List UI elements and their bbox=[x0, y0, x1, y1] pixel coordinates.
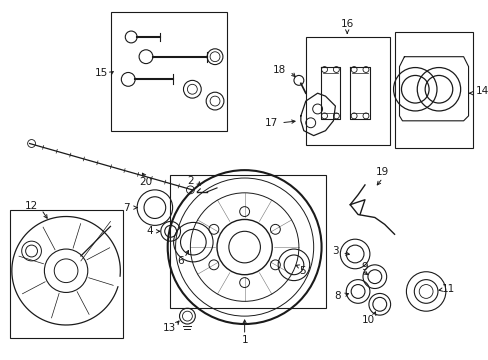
Text: 14: 14 bbox=[474, 86, 488, 96]
Text: 4: 4 bbox=[146, 226, 153, 236]
Text: 7: 7 bbox=[122, 203, 129, 213]
Text: 16: 16 bbox=[340, 19, 353, 29]
Bar bbox=[10, 210, 123, 338]
Text: 10: 10 bbox=[361, 315, 374, 325]
Text: 9: 9 bbox=[361, 262, 367, 272]
Text: 1: 1 bbox=[241, 335, 247, 345]
Text: 20: 20 bbox=[139, 177, 152, 187]
Text: 18: 18 bbox=[272, 64, 285, 75]
Text: 8: 8 bbox=[333, 291, 340, 301]
Text: 6: 6 bbox=[177, 256, 183, 266]
Bar bbox=[305, 37, 389, 145]
Bar bbox=[394, 32, 472, 148]
Text: 15: 15 bbox=[95, 68, 108, 78]
Text: 2: 2 bbox=[187, 176, 193, 186]
Text: 12: 12 bbox=[25, 201, 38, 211]
Bar bbox=[111, 12, 226, 131]
Text: 19: 19 bbox=[375, 167, 388, 177]
Bar bbox=[169, 175, 325, 308]
Text: 5: 5 bbox=[299, 266, 305, 276]
Text: 11: 11 bbox=[441, 284, 454, 293]
Text: 17: 17 bbox=[264, 118, 278, 128]
Text: 13: 13 bbox=[163, 323, 176, 333]
Text: 3: 3 bbox=[331, 246, 338, 256]
